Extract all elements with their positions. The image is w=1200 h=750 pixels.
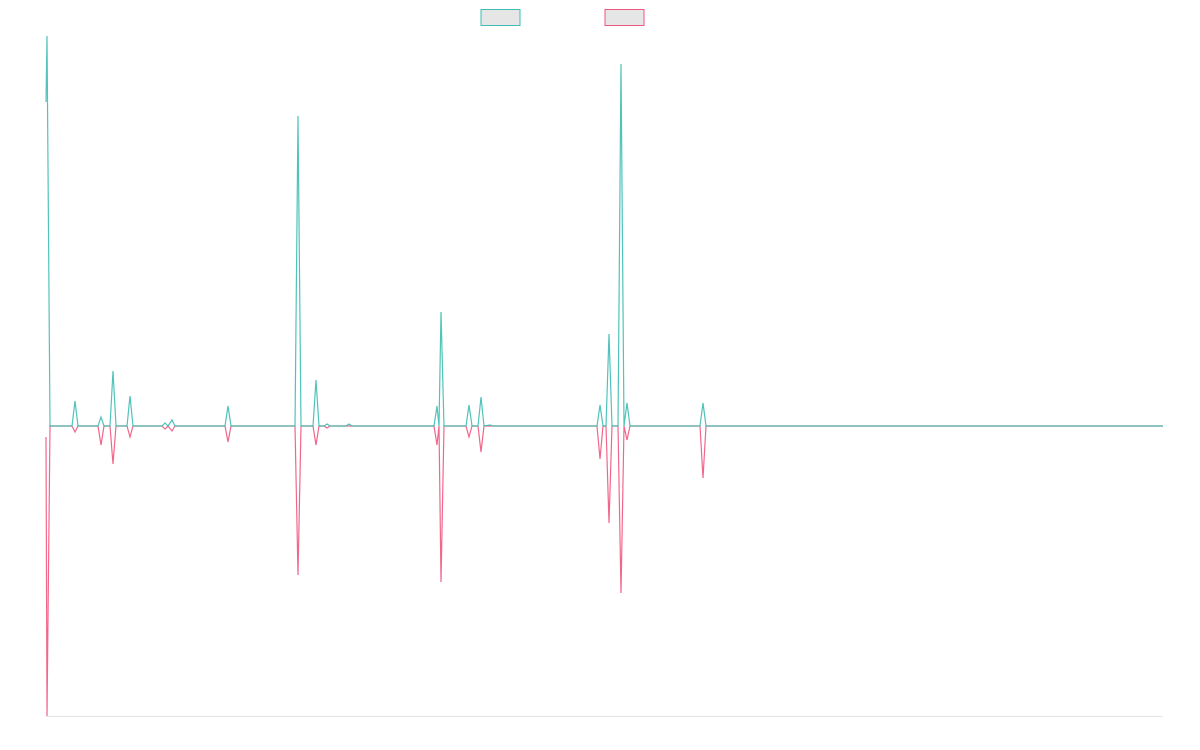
legend-swatch (480, 9, 521, 26)
series-line (45, 425, 1163, 717)
legend-swatch (604, 9, 645, 26)
series-line (45, 35, 1163, 427)
